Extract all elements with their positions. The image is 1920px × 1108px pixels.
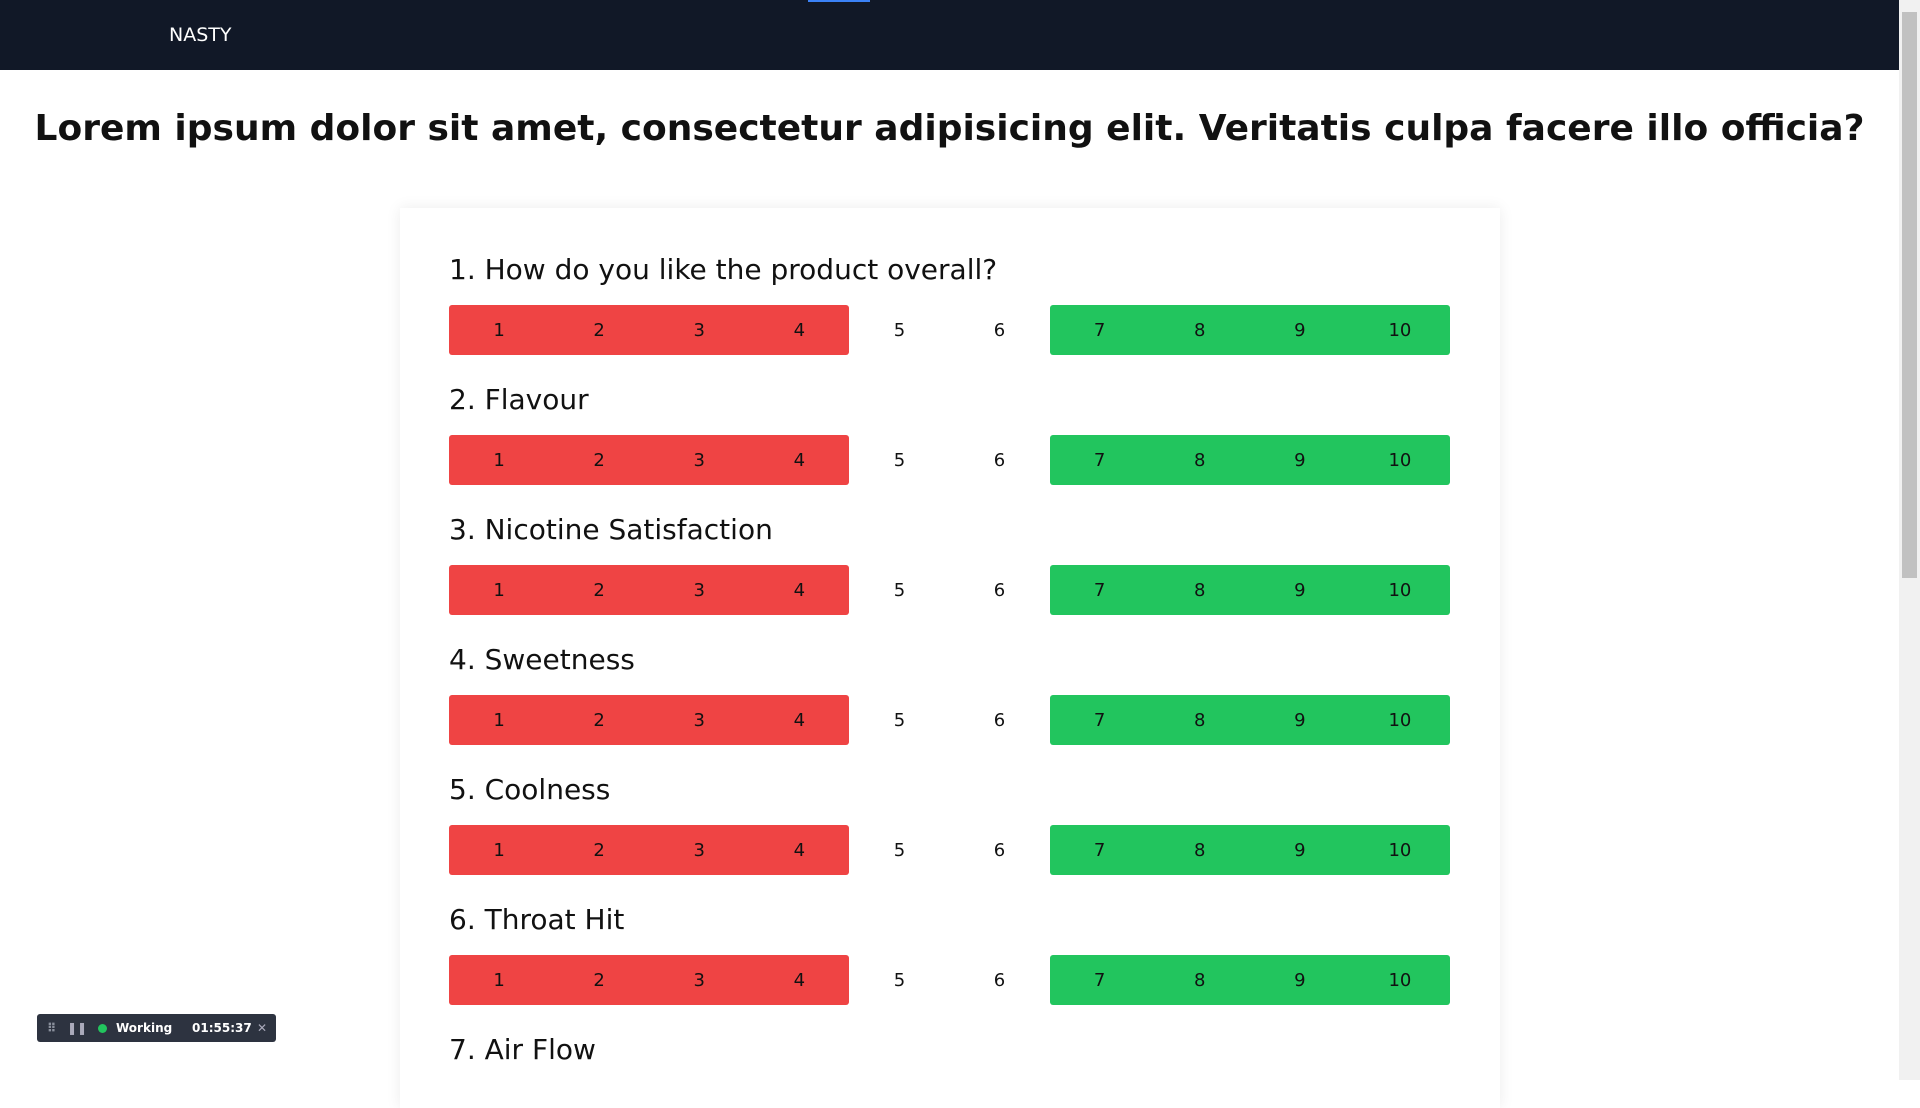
drag-handle[interactable]: ⠿ xyxy=(47,1021,57,1035)
rating-option[interactable]: 10 xyxy=(1349,435,1450,485)
rating-option[interactable]: 4 xyxy=(749,435,850,485)
scrollbar[interactable] xyxy=(1899,0,1920,1080)
question-label: 2. Flavour xyxy=(449,383,589,416)
rating-option[interactable]: 5 xyxy=(893,579,906,601)
rating-option[interactable]: 10 xyxy=(1349,695,1450,745)
rating-option[interactable]: 7 xyxy=(1049,695,1150,745)
rating-row: 1 2 3 4 5 6 7 8 9 10 xyxy=(449,435,1450,485)
status-dot xyxy=(98,1024,107,1033)
rating-option[interactable]: 6 xyxy=(993,709,1006,731)
rating-option[interactable]: 4 xyxy=(749,955,850,1005)
rating-option[interactable]: 9 xyxy=(1249,695,1350,745)
rating-option[interactable]: 3 xyxy=(649,955,750,1005)
question-label: 7. Air Flow xyxy=(449,1033,596,1066)
rating-option[interactable]: 7 xyxy=(1049,565,1150,615)
rating-option[interactable]: 2 xyxy=(549,955,650,1005)
question-label: 5. Coolness xyxy=(449,773,611,806)
rating-option[interactable]: 4 xyxy=(749,695,850,745)
rating-option[interactable]: 6 xyxy=(993,839,1006,861)
rating-option[interactable]: 3 xyxy=(649,825,750,875)
rating-option[interactable]: 2 xyxy=(549,565,650,615)
rating-row: 1 2 3 4 5 6 7 8 9 10 xyxy=(449,565,1450,615)
rating-option[interactable]: 9 xyxy=(1249,435,1350,485)
rating-option[interactable]: 10 xyxy=(1349,305,1450,355)
rating-option[interactable]: 4 xyxy=(749,305,850,355)
rating-option[interactable]: 7 xyxy=(1049,825,1150,875)
rating-option[interactable]: 5 xyxy=(893,969,906,991)
page: NASTY Lorem ipsum dolor sit amet, consec… xyxy=(0,0,1920,1080)
rating-option[interactable]: 8 xyxy=(1149,435,1250,485)
survey-card: 1. How do you like the product overall? 1… xyxy=(400,208,1500,1108)
rating-option[interactable]: 2 xyxy=(549,825,650,875)
rating-option[interactable]: 6 xyxy=(993,319,1006,341)
status: Working xyxy=(116,1021,173,1035)
rating-option[interactable]: 1 xyxy=(449,695,550,745)
question-label: 6. Throat Hit xyxy=(449,903,625,936)
rating-option[interactable]: 10 xyxy=(1349,825,1450,875)
rating-option[interactable]: 3 xyxy=(649,305,750,355)
rating-option[interactable]: 1 xyxy=(449,825,550,875)
rating-row: 1 2 3 4 5 6 7 8 9 10 xyxy=(449,955,1450,1005)
rating-option[interactable]: 10 xyxy=(1349,955,1450,1005)
pause-button[interactable]: ❚❚ xyxy=(67,1021,88,1035)
rating-option[interactable]: 8 xyxy=(1149,305,1250,355)
rating-option[interactable]: 2 xyxy=(549,695,650,745)
question-label: 4. Sweetness xyxy=(449,643,635,676)
rating-option[interactable]: 4 xyxy=(749,825,850,875)
rating-option[interactable]: 5 xyxy=(893,839,906,861)
rating-option[interactable]: 8 xyxy=(1149,955,1250,1005)
time: 01:55:37 xyxy=(192,1021,252,1035)
close-button[interactable]: ✕ xyxy=(257,1021,268,1035)
question-label: 1. How do you like the product overall? xyxy=(449,253,998,286)
rating-option[interactable]: 1 xyxy=(449,955,550,1005)
rating-option[interactable]: 6 xyxy=(993,969,1006,991)
rating-row: 1 2 3 4 5 6 7 8 9 10 xyxy=(449,695,1450,745)
rating-option[interactable]: 3 xyxy=(649,435,750,485)
rating-option[interactable]: 7 xyxy=(1049,305,1150,355)
timer-widget: ⠿ ❚❚ Working 01:55:37 ✕ xyxy=(37,1014,276,1042)
rating-option[interactable]: 6 xyxy=(993,579,1006,601)
rating-option[interactable]: 5 xyxy=(893,319,906,341)
rating-option[interactable]: 3 xyxy=(649,695,750,745)
rating-option[interactable]: 1 xyxy=(449,305,550,355)
rating-option[interactable]: 7 xyxy=(1049,955,1150,1005)
rating-option[interactable]: 8 xyxy=(1149,825,1250,875)
rating-option[interactable]: 7 xyxy=(1049,435,1150,485)
rating-option[interactable]: 8 xyxy=(1149,565,1250,615)
rating-row: 1 2 3 4 5 6 7 8 9 10 xyxy=(449,825,1450,875)
rating-option[interactable]: 6 xyxy=(993,449,1006,471)
rating-option[interactable]: 5 xyxy=(893,449,906,471)
page-title: Lorem ipsum dolor sit amet, consectetur … xyxy=(34,108,1865,149)
rating-row: 1 2 3 4 5 6 7 8 9 10 xyxy=(449,305,1450,355)
rating-option[interactable]: 5 xyxy=(893,709,906,731)
brand[interactable]: NASTY xyxy=(169,24,232,46)
nav-accent xyxy=(808,0,870,2)
rating-option[interactable]: 4 xyxy=(749,565,850,615)
rating-option[interactable]: 3 xyxy=(649,565,750,615)
scroll-thumb[interactable] xyxy=(1902,12,1917,578)
rating-option[interactable]: 9 xyxy=(1249,825,1350,875)
rating-option[interactable]: 9 xyxy=(1249,955,1350,1005)
rating-option[interactable]: 2 xyxy=(549,435,650,485)
rating-option[interactable]: 2 xyxy=(549,305,650,355)
navbar: NASTY xyxy=(0,0,1899,70)
rating-option[interactable]: 10 xyxy=(1349,565,1450,615)
question-label: 3. Nicotine Satisfaction xyxy=(449,513,773,546)
rating-option[interactable]: 8 xyxy=(1149,695,1250,745)
rating-option[interactable]: 9 xyxy=(1249,305,1350,355)
rating-option[interactable]: 1 xyxy=(449,565,550,615)
rating-option[interactable]: 1 xyxy=(449,435,550,485)
rating-option[interactable]: 9 xyxy=(1249,565,1350,615)
